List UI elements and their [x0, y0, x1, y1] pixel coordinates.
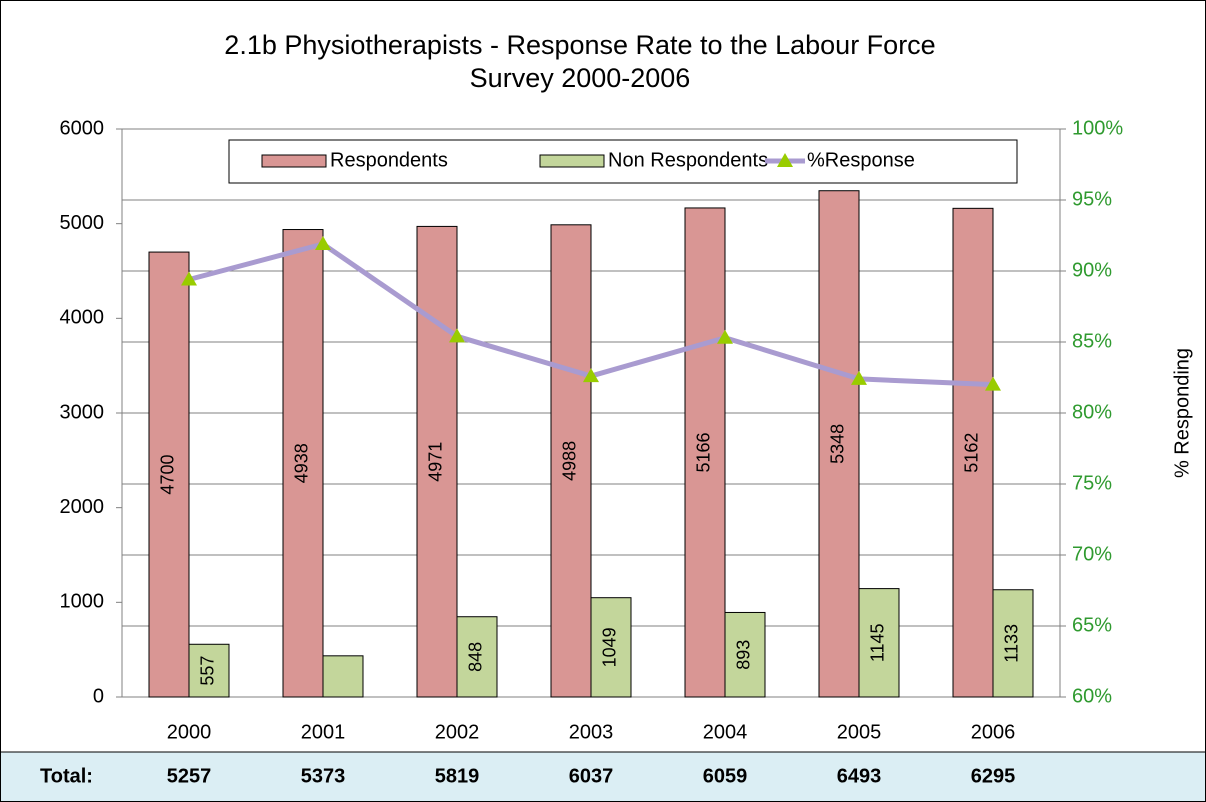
totals-label: Total: [40, 765, 93, 787]
data-label: 1145 [868, 623, 888, 662]
legend-swatch [539, 154, 605, 168]
y-tick-label: 0 [93, 685, 104, 707]
y-tick-label: 1000 [60, 591, 105, 613]
data-label: 848 [466, 642, 486, 672]
data-label: 4988 [560, 441, 580, 481]
marker [449, 328, 465, 343]
y2-tick-label: 80% [1072, 401, 1112, 423]
bar [684, 207, 726, 698]
total-value: 5257 [167, 765, 212, 787]
bar [322, 655, 364, 698]
marker [315, 236, 331, 251]
legend-label: Non Respondents [608, 149, 768, 171]
y2-tick-label: 70% [1072, 543, 1112, 565]
y-tick-label: 6000 [60, 117, 105, 139]
bar [724, 611, 766, 698]
total-value: 6493 [837, 765, 882, 787]
chart-title: Survey 2000-2006 [470, 63, 691, 93]
y2-tick-label: 95% [1072, 188, 1112, 210]
y-tick-label: 2000 [60, 496, 105, 518]
total-value: 6059 [703, 765, 748, 787]
chart-title: 2.1b Physiotherapists - Response Rate to… [224, 30, 935, 60]
marker [181, 271, 197, 286]
y2-tick-label: 65% [1072, 614, 1112, 636]
marker [985, 376, 1001, 391]
bar [550, 224, 592, 698]
bar [858, 588, 900, 698]
x-tick-label: 2003 [569, 721, 614, 743]
data-label: 5166 [694, 432, 714, 472]
y-tick-label: 5000 [60, 212, 105, 234]
bar [282, 229, 324, 698]
total-value: 5819 [435, 765, 480, 787]
total-value: 6295 [971, 765, 1016, 787]
bar [952, 207, 994, 698]
data-label: 1133 [1002, 624, 1022, 663]
y2-axis-label: % Responding [1171, 348, 1193, 478]
marker [717, 329, 733, 344]
data-label: 4971 [426, 442, 446, 482]
bar [818, 190, 860, 698]
bar [456, 616, 498, 698]
total-value: 5373 [301, 765, 346, 787]
data-label: 4700 [158, 455, 178, 495]
legend-label: Respondents [330, 149, 448, 171]
legend-swatch [261, 154, 327, 168]
marker [583, 368, 599, 383]
bar [416, 225, 458, 698]
data-label: 5162 [962, 433, 982, 473]
data-label: 557 [198, 656, 218, 686]
legend-label: %Response [807, 149, 915, 171]
bar [188, 643, 230, 698]
y2-tick-label: 100% [1072, 117, 1123, 139]
data-label: 893 [734, 640, 754, 670]
legend-swatch [777, 153, 793, 167]
legend [228, 139, 1018, 184]
bar [590, 597, 632, 698]
x-tick-label: 2002 [435, 721, 480, 743]
data-label: 4938 [292, 443, 312, 483]
x-tick-label: 2004 [703, 721, 748, 743]
data-label: 5348 [828, 424, 848, 464]
y2-tick-label: 85% [1072, 330, 1112, 352]
totals-row [1, 752, 1205, 801]
y-tick-label: 4000 [60, 307, 105, 329]
x-tick-label: 2000 [167, 721, 212, 743]
y-tick-label: 3000 [60, 401, 105, 423]
bar [992, 589, 1034, 698]
y2-tick-label: 90% [1072, 259, 1112, 281]
bar [148, 251, 190, 698]
x-tick-label: 2005 [837, 721, 882, 743]
y2-tick-label: 60% [1072, 685, 1112, 707]
data-label: 1049 [600, 627, 620, 667]
x-tick-label: 2001 [301, 721, 346, 743]
y2-tick-label: 75% [1072, 472, 1112, 494]
total-value: 6037 [569, 765, 614, 787]
x-tick-label: 2006 [971, 721, 1016, 743]
marker [851, 370, 867, 385]
